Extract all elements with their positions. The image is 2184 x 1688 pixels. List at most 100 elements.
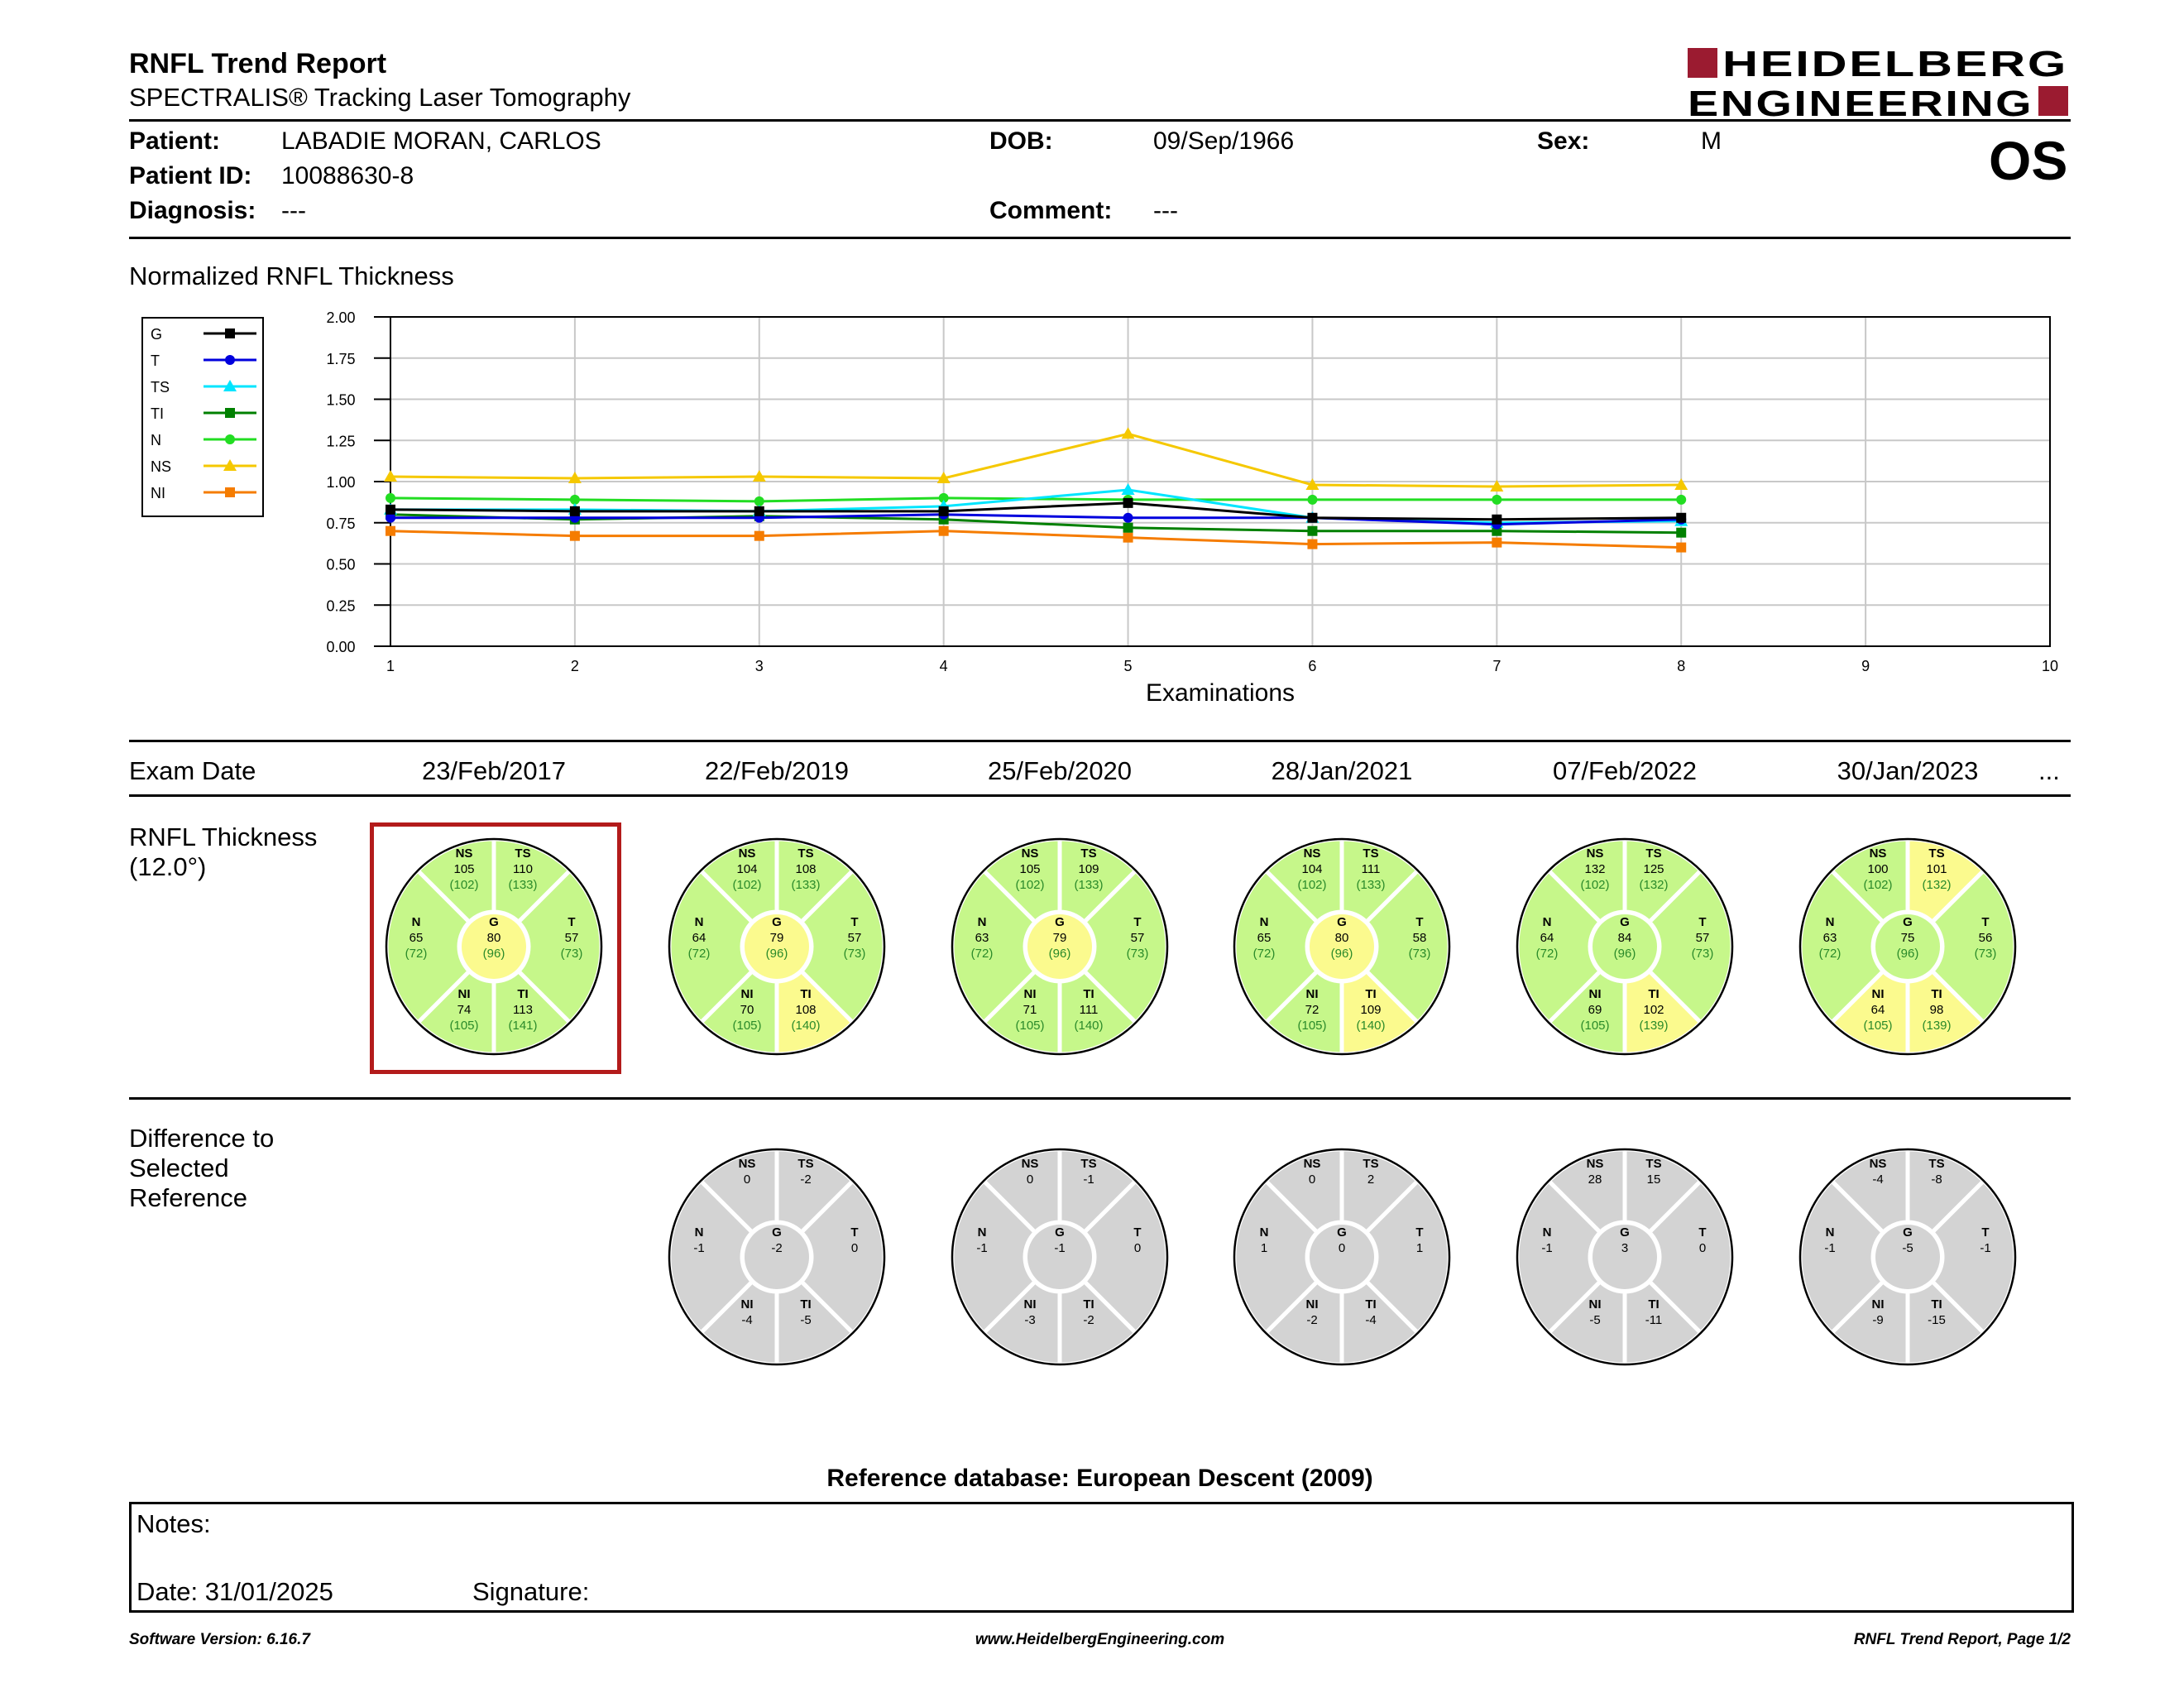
sector-value-g: 84 [1618,931,1632,945]
comment-value: --- [1153,197,1178,224]
data-point [1674,477,1688,490]
circle-outline [1516,1148,1734,1366]
sector-value-t: 58 [1413,931,1427,945]
notes-box[interactable]: Notes: Date: 31/01/2025 Signature: [129,1502,2074,1613]
series-line [390,513,1682,526]
x-tick-label: 6 [1308,658,1316,674]
sector-value-ns: -4 [1872,1172,1883,1187]
exam-date-6[interactable]: 30/Jan/2023 [1837,756,1979,785]
sector-name-ns: NS [1870,1157,1887,1171]
legend-marker [225,408,235,418]
sector-value-ni: -4 [741,1313,752,1327]
logo-square-top [1688,48,1717,78]
data-point [569,530,580,541]
data-point [386,525,395,536]
x-tick-label: 1 [386,658,395,674]
sector-name-ni: NI [1589,1297,1602,1312]
sector-name-ns: NS [739,1157,756,1171]
sector-reference-ni: (105) [1863,1019,1892,1033]
dob-label: DOB: [989,127,1053,155]
sector-name-g: G [1055,1225,1065,1240]
more-exams-indicator[interactable]: ... [2038,756,2060,785]
sector-name-ts: TS [1080,1157,1096,1171]
circle-outline [385,837,603,1056]
sector-value-n: 64 [1540,931,1554,945]
rnfl-trend-chart: 1 2 3 4 5 6 7 8 9 10 0.00 0.25 0.50 0.75 1.00 1.25 1.50 1… [141,309,2058,707]
selected-reference-box [370,822,621,1074]
sector-name-t: T [1981,915,1989,929]
rnfl-thickness-label-line2: (12.0°) [129,852,207,881]
data-point [752,470,766,482]
sector-g [1875,1225,1940,1289]
sector-reference-n: (72) [688,947,711,961]
sector-reference-n: (72) [1536,947,1559,961]
sector-reference-t: (73) [561,947,583,961]
data-point [569,506,580,516]
exam-date-2[interactable]: 22/Feb/2019 [704,756,850,785]
sector-name-g: G [1337,915,1347,929]
sector-name-ti: TI [517,987,528,1001]
exam-date-4[interactable]: 28/Jan/2021 [1271,756,1413,785]
sector-reference-ts: (133) [1356,878,1385,892]
patient-id-label: Patient ID: [129,162,252,189]
footer-website[interactable]: www.HeidelbergEngineering.com [975,1631,1225,1648]
thickness-circle-2[interactable]: TS108(133)T57(73)TI108(140)NI70(105)N64(… [661,831,893,1062]
sector-name-ts: TS [797,846,813,861]
sector-value-ts: 101 [1926,862,1947,876]
sector-value-t: 57 [1696,931,1710,945]
exam-date-3[interactable]: 25/Feb/2020 [987,756,1133,785]
sector-value-t: 57 [1131,931,1145,945]
data-point [384,470,397,482]
y-tick-label: 1.75 [326,351,355,367]
sector-value-g: 79 [1053,931,1067,945]
sector-value-ni: 70 [740,1003,754,1017]
sector-name-ns: NS [1587,1157,1604,1171]
exam-date-5[interactable]: 07/Feb/2022 [1552,756,1698,785]
sector-name-ns: NS [1304,846,1321,861]
sector-value-t: 57 [565,931,579,945]
logo-square-bottom [2038,86,2068,116]
sector-reference-t: (73) [1409,947,1431,961]
sector-reference-ts: (133) [508,878,537,892]
sector-name-n: N [978,915,987,929]
legend-entry-label: TI [151,405,164,422]
sector-value-ts: -8 [1931,1172,1942,1187]
chart-divider [129,740,2071,742]
sector-value-ti: -11 [1645,1313,1663,1327]
sector-value-t: 0 [1134,1241,1141,1255]
sector-name-ts: TS [1645,1157,1661,1171]
exam-date-1[interactable]: 23/Feb/2017 [421,756,567,785]
sector-name-ts: TS [1080,846,1096,861]
sector-value-t: 1 [1416,1241,1423,1255]
sector-reference-ts: (132) [1922,878,1951,892]
legend-entry-label: TS [151,379,170,396]
sector-reference-ni: (105) [1015,1019,1044,1033]
series-g [386,497,1687,525]
data-point [1123,512,1133,523]
series-n [386,492,1687,506]
data-point [1123,532,1133,543]
sector-name-t: T [1133,1225,1141,1240]
y-tick-label: 1.00 [326,474,355,491]
sector-name-ns: NS [1587,846,1604,861]
data-point [1676,494,1687,505]
sector-value-ni: -3 [1024,1313,1035,1327]
sector-name-g: G [1903,915,1913,929]
sector-reference-g: (96) [1331,947,1353,961]
sector-value-ts: 110 [513,862,533,876]
sector-name-ts: TS [797,1157,813,1171]
sector-g [1027,1225,1092,1289]
sector-name-n: N [1260,915,1269,929]
sector-value-g: 79 [770,931,784,945]
legend-entry-label: NI [151,485,165,501]
sector-name-ts: TS [1928,846,1944,861]
sector-value-n: 64 [692,931,706,945]
sector-value-ts: -2 [800,1172,811,1187]
sector-name-n: N [695,915,704,929]
